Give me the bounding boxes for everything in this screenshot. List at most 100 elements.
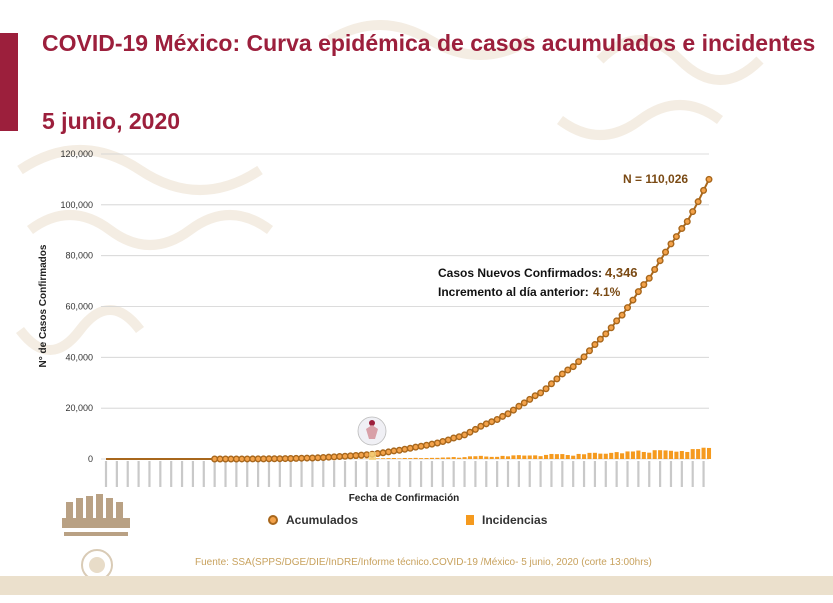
incidencias-bar <box>652 450 657 459</box>
acumulados-point <box>651 265 659 273</box>
incidencias-bar <box>397 458 402 459</box>
incidencias-bar <box>473 456 478 459</box>
incidencias-bar <box>658 450 663 459</box>
acumulados-point <box>379 449 387 457</box>
acumulados-point <box>618 311 626 319</box>
total-annotation: N = 110,026 <box>623 172 688 186</box>
incidencias-bar <box>462 457 467 459</box>
incidencias-bar <box>549 453 554 459</box>
acumulados-point <box>640 281 648 289</box>
acumulados-point <box>607 324 615 332</box>
incidencias-bar <box>663 450 668 459</box>
incidencias-bar <box>674 451 679 459</box>
acumulados-point <box>493 416 501 424</box>
incidencias-bar <box>620 453 625 459</box>
incidencias-bar <box>408 458 413 459</box>
acumulados-point <box>591 341 599 349</box>
acumulados-point <box>406 444 414 452</box>
acumulados-point <box>672 233 680 241</box>
incidencias-bar <box>706 447 712 459</box>
page-title: COVID-19 México: Curva epidémica de caso… <box>42 30 816 56</box>
acumulados-point <box>509 406 517 414</box>
incidencias-bar <box>636 450 641 459</box>
acumulados-point <box>553 375 561 383</box>
increment-label: Incremento al día anterior: <box>438 285 589 299</box>
incidencias-bar <box>505 456 511 459</box>
acumulados-point <box>363 451 371 459</box>
increment-value: 4.1% <box>593 285 621 299</box>
y-axis-label: N° de Casos Confirmados <box>38 244 49 367</box>
y-tick-label: 0 <box>88 454 93 464</box>
incidencias-bar <box>685 451 690 459</box>
incidencias-bar <box>527 455 532 459</box>
acumulados-point <box>450 434 458 442</box>
acumulados-point <box>526 395 534 403</box>
incidencias-bar <box>381 458 386 459</box>
incidencias-bar <box>641 451 646 459</box>
acumulados-point <box>683 218 691 226</box>
incidencias-bar <box>386 458 391 459</box>
y-tick-label: 60,000 <box>65 302 93 312</box>
acumulados-point <box>542 385 550 393</box>
incidencias-bar <box>554 454 559 459</box>
incidencias-bar <box>614 452 619 459</box>
incidencias-bar <box>625 451 630 459</box>
acumulados-point <box>613 317 621 325</box>
y-tick-label: 120,000 <box>60 149 93 159</box>
incidencias-bar <box>495 456 500 459</box>
incidencias-bar <box>467 456 473 459</box>
acumulados-point <box>667 240 675 248</box>
y-tick-label: 20,000 <box>65 403 93 413</box>
y-axis-ticks: 0 20,000 40,000 60,000 80,000 100,000 120,000 <box>60 149 93 464</box>
incidencias-bar <box>690 449 695 459</box>
incidencias-bar <box>478 455 483 459</box>
legend-label-acumulados: Acumulados <box>286 513 359 527</box>
acumulados-point <box>357 451 365 459</box>
incidencias-bar <box>446 457 451 459</box>
y-tick-label: 80,000 <box>65 251 93 261</box>
incidencias-bar <box>560 454 565 459</box>
new-cases-value: 4,346 <box>605 265 638 280</box>
acumulados-point <box>471 425 479 433</box>
acumulados-point <box>596 335 604 343</box>
acumulados-point <box>700 186 708 194</box>
incidencias-bar <box>571 455 576 459</box>
incidencias-bar <box>413 457 418 459</box>
acumulados-point <box>575 358 583 366</box>
acumulados-point <box>662 248 670 256</box>
report-date: 5 junio, 2020 <box>42 108 181 134</box>
legend-item-acumulados: Acumulados <box>268 513 358 527</box>
incidencias-bar <box>435 457 440 459</box>
acumulados-point <box>390 447 398 455</box>
footer-band <box>0 576 833 595</box>
incidencias-bar <box>587 452 592 459</box>
incidencias-bar <box>647 452 652 459</box>
acumulados-point <box>547 380 555 388</box>
acumulados-point <box>412 443 420 451</box>
incidencias-bar <box>603 453 608 459</box>
acumulados-point <box>417 442 425 450</box>
acumulados-point <box>694 198 702 206</box>
acumulados-point <box>384 448 392 456</box>
acumulados-point <box>624 304 632 312</box>
incidencias-series <box>212 447 712 459</box>
acumulados-point <box>477 422 485 430</box>
incidencias-bar <box>391 457 396 459</box>
acumulados-point <box>558 370 566 378</box>
incidencias-bar <box>609 452 614 459</box>
y-tick-label: 100,000 <box>60 200 93 210</box>
x-axis-label: Fecha de Confirmación <box>349 493 460 504</box>
incidencias-bar <box>538 456 543 459</box>
acumulados-point <box>645 274 653 282</box>
acumulados-point <box>602 330 610 338</box>
acumulados-point <box>678 225 686 233</box>
incidencias-bar <box>543 454 549 459</box>
brand-accent-bar <box>0 33 18 131</box>
chart-grid <box>101 153 709 460</box>
acumulados-point <box>634 288 642 296</box>
incidencias-bar <box>522 455 527 459</box>
incidencias-bar <box>565 455 570 459</box>
incidencias-bar <box>402 457 407 459</box>
